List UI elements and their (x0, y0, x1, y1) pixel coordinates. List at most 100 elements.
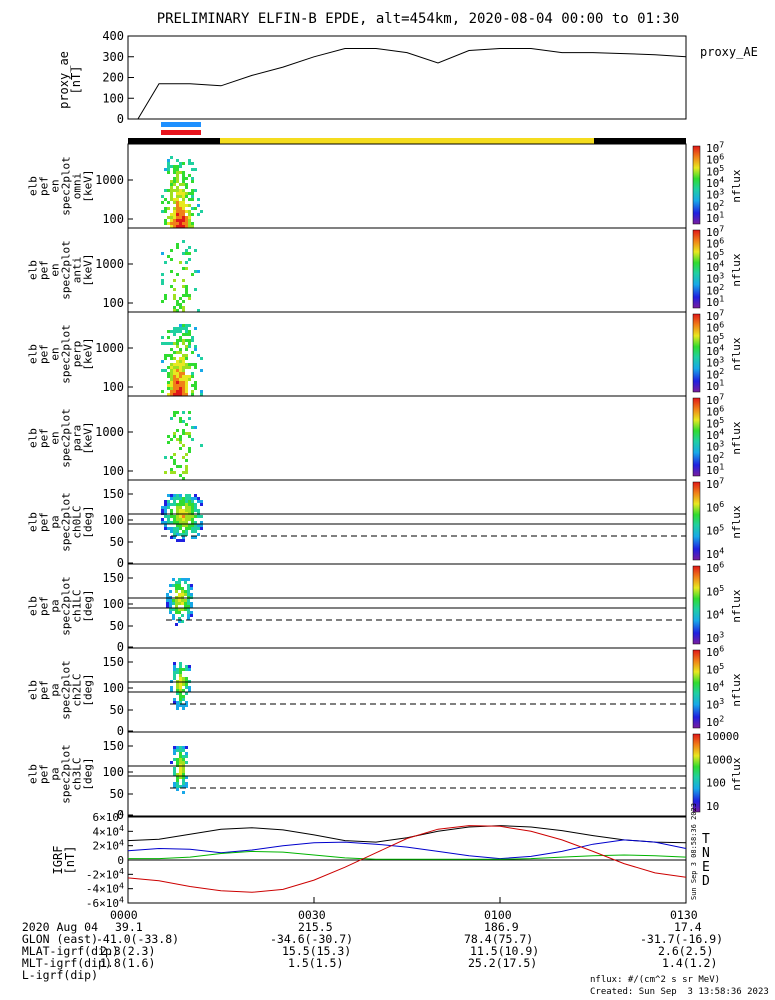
colorbar-gradient (692, 145, 701, 225)
colorbar-label-exp: 6 (719, 644, 724, 654)
spec-cell (182, 306, 185, 309)
spec-cell (179, 533, 182, 536)
spec-cell (173, 177, 176, 180)
spec-cell (173, 288, 176, 291)
colorbar-label-exp: 1 (719, 462, 724, 472)
spec-ytick-label: 100 (102, 212, 124, 226)
spec-cell (179, 225, 182, 228)
spec-cell (175, 581, 178, 584)
spec-cell (179, 216, 182, 219)
spec-ytick-label: 50 (110, 535, 124, 549)
spec-cell (185, 225, 188, 228)
spec-cell (191, 384, 194, 387)
spec-cell (185, 219, 188, 222)
spec-cell (170, 390, 173, 393)
spec-cell (170, 369, 173, 372)
spec-cell (161, 518, 164, 521)
spec-cell (188, 447, 191, 450)
colorbar-label-base: 10 (706, 585, 719, 598)
spec-ytick-label: 100 (102, 380, 124, 394)
colorbar-label-base: 10 (706, 429, 719, 442)
spec-cell (176, 683, 179, 686)
spec-cell (182, 324, 185, 327)
spec-cell (176, 509, 179, 512)
spec-cell (167, 435, 170, 438)
spec-cell (170, 357, 173, 360)
spec-cell (200, 210, 203, 213)
colorbars: 107106105104103102101nflux10710610510410… (692, 140, 743, 813)
spec-ylabel-line: pef (37, 344, 50, 364)
spec-cell (188, 216, 191, 219)
spec-cell (197, 497, 200, 500)
colorbar-label-exp: 2 (719, 366, 724, 376)
xval-mlat-0: -41.0(-33.8) (96, 932, 180, 946)
colorbar-label-base: 10 (706, 189, 719, 202)
spec-cell (185, 192, 188, 195)
spec-cell (173, 168, 176, 171)
spec-cell (181, 614, 184, 617)
colorbar-label-exp: 4 (719, 606, 724, 616)
spec-ylabel-line: en (48, 263, 61, 276)
spec-cell (188, 450, 191, 453)
spec-frame (127, 227, 687, 313)
spec-cell (179, 438, 182, 441)
spec-cell (185, 530, 188, 533)
spec-cell (191, 162, 194, 165)
spec-cell (182, 533, 185, 536)
igrf-ytick-label-exp: 4 (119, 809, 124, 819)
spec-cell (188, 159, 191, 162)
colorbar-label: 105 (706, 163, 724, 178)
colorbar-label-exp: 3 (719, 354, 724, 364)
spec-cell (176, 177, 179, 180)
spec-cell (188, 330, 191, 333)
colorbar-label: 106 (706, 403, 724, 418)
spec-ytick-label: 1000 (95, 173, 124, 187)
spec-cell (176, 692, 179, 695)
spec-cell (185, 677, 188, 680)
colorbar-label: 107 (706, 224, 724, 239)
colorbar-label: 104 (706, 546, 724, 561)
colorbar-label-exp: 4 (719, 427, 724, 437)
spec-cell (179, 204, 182, 207)
spec-cell (182, 372, 185, 375)
colorbar-label: 103 (706, 354, 724, 369)
spec-cell (191, 168, 194, 171)
colorbar-label: 102 (706, 714, 724, 729)
spec-cell (176, 758, 179, 761)
spec-cell (185, 294, 188, 297)
colorbar-label-exp: 6 (719, 499, 724, 509)
spec-cell (176, 749, 179, 752)
colorbar-label-base: 10 (706, 310, 719, 323)
spec-cell (179, 387, 182, 390)
spec-cell (179, 384, 182, 387)
spec-cell (179, 171, 182, 174)
spec-cell (179, 222, 182, 225)
igrf-ytick-label: -4×104 (86, 880, 124, 895)
spec-cell (188, 509, 191, 512)
track-black-right (594, 138, 686, 144)
colorbar-label-base: 10 (706, 478, 719, 491)
colorbar-label-base: 10 (706, 646, 719, 659)
spec-cell (176, 788, 179, 791)
spec-cell (182, 791, 185, 794)
spec-cell (173, 225, 176, 228)
spec-cell (164, 297, 167, 300)
spec-cell (173, 677, 176, 680)
spec-cell (173, 435, 176, 438)
spec-cell (185, 686, 188, 689)
spec-cell (173, 372, 176, 375)
xval-time-3: 0130 (670, 908, 698, 922)
igrf-ytick-label: 0 (117, 854, 124, 867)
spec-cell (182, 240, 185, 243)
spec-cell (182, 225, 185, 228)
spec-cell (170, 456, 173, 459)
spec-cell (167, 336, 170, 339)
spec-cell (188, 411, 191, 414)
spec-cell (185, 183, 188, 186)
spec-cell (175, 623, 178, 626)
colorbar-unit: nflux (730, 757, 743, 790)
spec-cell (179, 336, 182, 339)
spec-cell (176, 207, 179, 210)
spec-cell (185, 524, 188, 527)
spec-cell (161, 282, 164, 285)
